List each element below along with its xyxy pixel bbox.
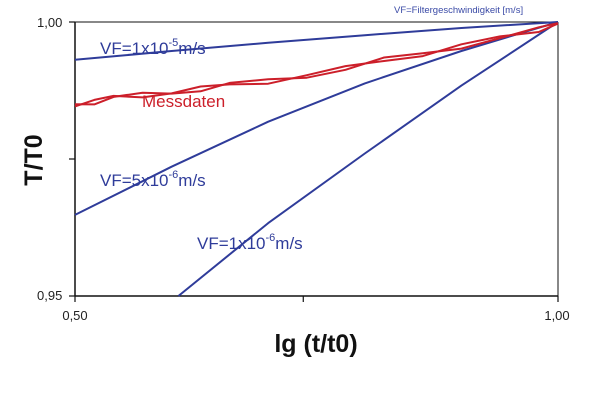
y-tick-label-bottom: 0,95 [37,288,62,303]
x-tick-label-right: 1,00 [544,308,569,323]
series-vf-5e-6-line [74,21,559,216]
legend-note: VF=Filtergeschwindigkeit [m/s] [394,5,523,16]
annotation-vf-1e-5: VF=1x10-5m/s [100,37,206,58]
series-layer [74,21,559,297]
series-vf-1e-5-line [74,21,559,61]
series-vf-1e-6-line [177,21,559,297]
x-tick-label-left: 0,50 [62,308,87,323]
annotation-vf-1e-6: VF=1x10-6m/s [197,232,303,253]
x-axis-title: lg (t/t0) [274,330,357,358]
y-tick-label-top: 1,00 [37,15,62,30]
plot-frame [74,21,559,297]
axis-ticks [69,21,559,302]
y-axis-title: T/T0 [20,134,48,185]
series-messdaten-line-repeat [74,22,559,108]
annotation-vf-5e-6: VF=5x10-6m/s [100,169,206,190]
annotation-messdaten: Messdaten [142,92,225,111]
